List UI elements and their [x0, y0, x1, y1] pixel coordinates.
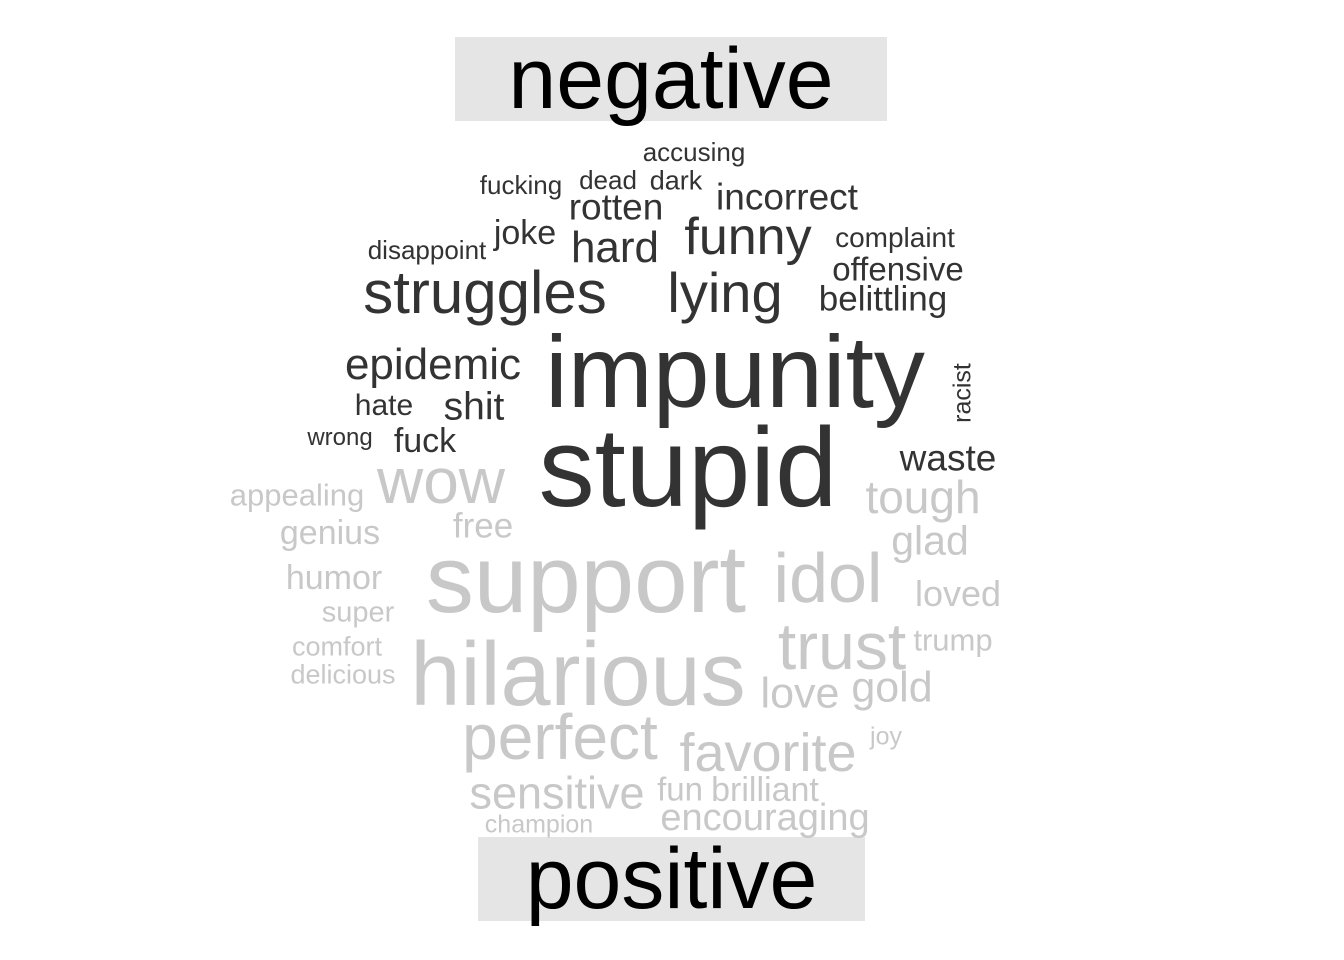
word-support: support — [425, 526, 747, 633]
word-dark: dark — [649, 165, 703, 196]
word-encouraging: encouraging — [660, 797, 870, 839]
word-rotten: rotten — [568, 186, 664, 228]
word-champion: champion — [484, 810, 594, 839]
word-shit: shit — [443, 385, 505, 429]
word-trump: trump — [913, 622, 993, 658]
word-complaint: complaint — [835, 222, 955, 253]
word-hate: hate — [354, 389, 414, 422]
word-free: free — [452, 506, 514, 546]
word-hard: hard — [570, 223, 660, 272]
word-love: love — [760, 669, 840, 718]
word-delicious: delicious — [290, 659, 396, 690]
word-wow: wow — [376, 445, 506, 517]
word-tough: tough — [865, 471, 981, 523]
word-struggles: struggles — [363, 259, 607, 326]
word-appealing: appealing — [229, 477, 365, 513]
word-trust: trust — [777, 609, 907, 683]
word-wrong: wrong — [307, 424, 373, 451]
word-stupid: stupid — [538, 405, 838, 530]
word-fun: fun — [657, 770, 703, 808]
word-lying: lying — [667, 261, 783, 324]
word-sensitive: sensitive — [469, 767, 645, 819]
word-comfort: comfort — [291, 631, 383, 662]
word-belittling: belittling — [818, 279, 948, 319]
word-humor: humor — [285, 559, 383, 597]
word-joke: joke — [493, 214, 557, 252]
word-brilliant: brilliant — [711, 771, 819, 809]
word-funny: funny — [684, 208, 812, 266]
word-dead: dead — [579, 165, 637, 195]
word-idol: idol — [773, 539, 883, 617]
word-hilarious: hilarious — [410, 625, 746, 725]
word-genius: genius — [279, 514, 381, 552]
word-fuck: fuck — [393, 422, 457, 460]
word-glad: glad — [891, 517, 969, 564]
word-favorite: favorite — [679, 723, 857, 783]
word-racist: racist — [948, 363, 977, 423]
word-fucking: fucking — [479, 170, 563, 200]
word-disappoint: disappoint — [367, 235, 487, 265]
negative-group-label: negative — [455, 36, 887, 122]
word-joy: joy — [870, 722, 902, 751]
positive-group-label: positive — [478, 836, 865, 922]
word-perfect: perfect — [462, 701, 658, 773]
word-loved: loved — [914, 573, 1002, 614]
word-impunity: impunity — [545, 315, 925, 429]
word-offensive: offensive — [832, 250, 964, 288]
word-epidemic: epidemic — [344, 340, 522, 389]
word-incorrect: incorrect — [716, 176, 858, 218]
word-gold: gold — [851, 663, 933, 712]
word-accusing: accusing — [642, 137, 746, 167]
word-super: super — [321, 596, 395, 629]
word-waste: waste — [899, 437, 997, 479]
